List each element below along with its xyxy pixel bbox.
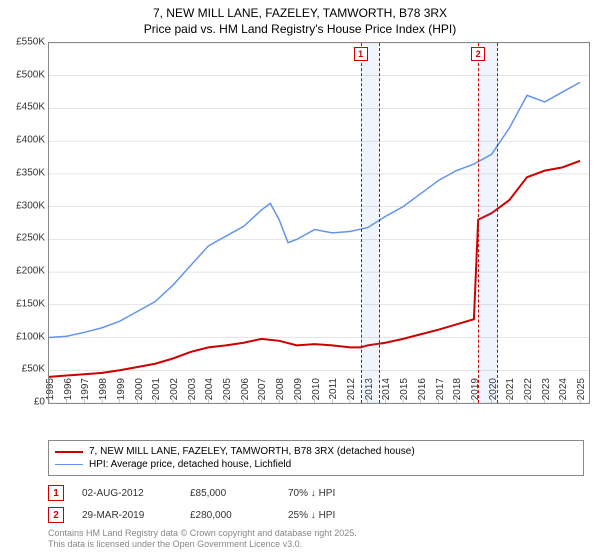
y-tick-label: £250K [5, 233, 45, 244]
y-tick-label: £50K [5, 364, 45, 375]
series-hpi [49, 82, 580, 337]
y-tick-label: £200K [5, 266, 45, 277]
y-tick-label: £300K [5, 200, 45, 211]
shaded-band [478, 43, 498, 403]
y-tick-label: £100K [5, 331, 45, 342]
footer: Contains HM Land Registry data © Crown c… [48, 528, 357, 550]
shaded-band [361, 43, 381, 403]
sale-date: 02-AUG-2012 [82, 488, 172, 499]
legend-label: HPI: Average price, detached house, Lich… [89, 459, 291, 470]
sale-price: £280,000 [190, 510, 270, 521]
sale-delta: 25% ↓ HPI [288, 510, 388, 521]
chart-title: 7, NEW MILL LANE, FAZELEY, TAMWORTH, B78… [0, 0, 600, 37]
plot-svg [49, 43, 589, 403]
y-tick-label: £350K [5, 167, 45, 178]
sale-row: 2 29-MAR-2019 £280,000 25% ↓ HPI [48, 504, 388, 526]
legend-swatch [55, 464, 83, 465]
y-tick-label: £0 [5, 397, 45, 408]
legend-item: 7, NEW MILL LANE, FAZELEY, TAMWORTH, B78… [55, 445, 577, 458]
y-tick-label: £400K [5, 135, 45, 146]
series-price_paid [49, 161, 580, 377]
legend-label: 7, NEW MILL LANE, FAZELEY, TAMWORTH, B78… [89, 446, 415, 457]
legend-swatch [55, 451, 83, 453]
sale-row: 1 02-AUG-2012 £85,000 70% ↓ HPI [48, 482, 388, 504]
sale-marker: 2 [471, 47, 485, 61]
sales-table: 1 02-AUG-2012 £85,000 70% ↓ HPI 2 29-MAR-2019… [48, 482, 388, 526]
sale-delta: 70% ↓ HPI [288, 488, 388, 499]
chart-container: 7, NEW MILL LANE, FAZELEY, TAMWORTH, B78… [0, 0, 600, 560]
y-tick-label: £450K [5, 102, 45, 113]
sale-marker-box: 1 [48, 485, 64, 501]
legend-item: HPI: Average price, detached house, Lich… [55, 458, 577, 471]
sale-marker: 1 [354, 47, 368, 61]
legend: 7, NEW MILL LANE, FAZELEY, TAMWORTH, B78… [48, 440, 584, 476]
footer-line2: This data is licensed under the Open Gov… [48, 539, 357, 550]
title-line1: 7, NEW MILL LANE, FAZELEY, TAMWORTH, B78… [0, 6, 600, 22]
plot-area: 12 [48, 42, 590, 404]
y-tick-label: £500K [5, 69, 45, 80]
sale-marker-box: 2 [48, 507, 64, 523]
footer-line1: Contains HM Land Registry data © Crown c… [48, 528, 357, 539]
title-line2: Price paid vs. HM Land Registry's House … [0, 22, 600, 38]
sale-price: £85,000 [190, 488, 270, 499]
y-tick-label: £550K [5, 37, 45, 48]
sale-date: 29-MAR-2019 [82, 510, 172, 521]
y-tick-label: £150K [5, 298, 45, 309]
